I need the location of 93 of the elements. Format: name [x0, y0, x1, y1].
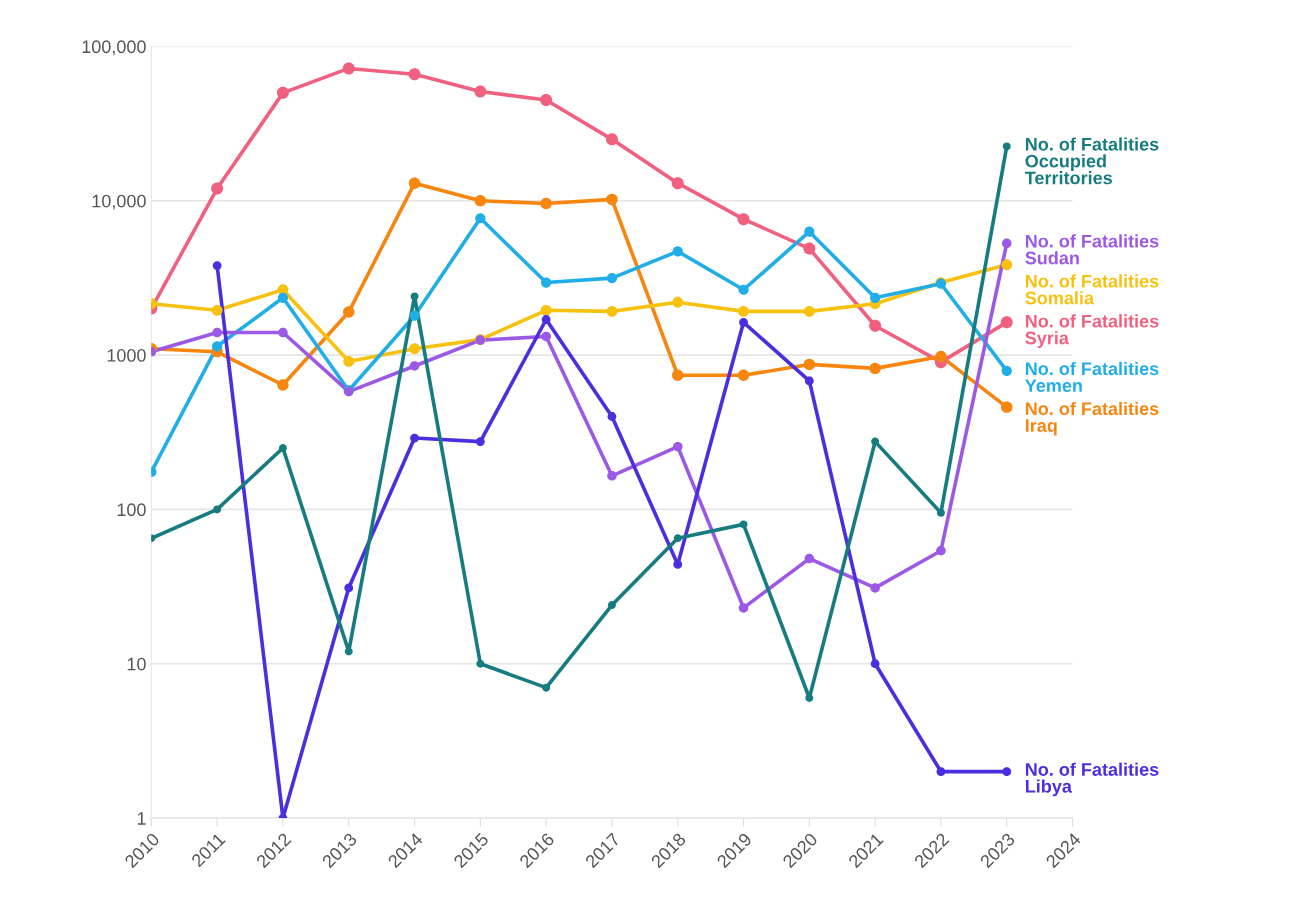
series-label: No. of Fatalities Yemen	[1025, 361, 1159, 392]
point	[803, 358, 816, 371]
point	[342, 62, 355, 75]
point	[540, 304, 552, 316]
point	[211, 182, 224, 195]
point	[606, 305, 618, 317]
point	[1001, 238, 1012, 249]
point	[672, 246, 683, 257]
point	[408, 177, 421, 189]
point	[410, 433, 419, 443]
point	[607, 601, 616, 610]
point	[1000, 316, 1013, 329]
point	[1001, 365, 1012, 376]
point	[605, 133, 618, 146]
point	[606, 193, 618, 206]
series-label: No. of Fatalities Syria	[1025, 314, 1159, 348]
y-tick-label: 10	[127, 657, 146, 671]
y-tick-label: 1	[137, 812, 146, 825]
point	[1002, 767, 1012, 777]
point	[212, 341, 223, 352]
point	[408, 68, 421, 81]
point	[409, 343, 420, 355]
point	[409, 361, 420, 371]
point	[737, 369, 750, 381]
point	[870, 659, 880, 669]
point	[211, 304, 223, 316]
point	[343, 355, 355, 367]
point	[541, 277, 552, 288]
point	[870, 583, 880, 593]
point	[738, 603, 749, 613]
point	[410, 292, 419, 301]
point	[607, 471, 617, 481]
point	[474, 85, 487, 98]
point	[869, 362, 881, 375]
point	[474, 195, 487, 207]
point	[212, 327, 222, 338]
point	[1002, 142, 1011, 151]
point	[804, 553, 815, 564]
point	[213, 505, 222, 514]
point	[343, 306, 355, 318]
series-label: No. of Fatalities Occupied Territories	[1024, 137, 1159, 185]
point	[277, 292, 289, 303]
point	[935, 350, 947, 363]
point	[540, 197, 552, 210]
point	[739, 317, 748, 327]
point	[541, 331, 551, 342]
point	[672, 296, 684, 308]
point	[277, 379, 289, 391]
point	[869, 319, 882, 332]
point	[278, 327, 288, 338]
series-label: No. of Fatalities Sudan	[1025, 234, 1159, 265]
point	[475, 437, 485, 446]
y-tick-label: 1000	[107, 349, 146, 362]
point	[672, 369, 684, 381]
point	[344, 583, 354, 593]
series-label: No. of Fatalities Somalia	[1025, 274, 1159, 305]
point	[870, 292, 881, 303]
point	[673, 534, 682, 543]
point	[212, 261, 222, 270]
point	[1001, 259, 1013, 271]
point	[673, 560, 683, 569]
point	[936, 545, 946, 556]
point	[805, 694, 814, 702]
point	[475, 213, 486, 224]
point	[737, 213, 750, 226]
point	[672, 441, 683, 452]
point	[804, 376, 814, 386]
y-tick-label: 10,000	[92, 194, 146, 210]
point	[804, 226, 815, 237]
point	[871, 437, 880, 446]
point	[1001, 401, 1013, 413]
point	[936, 767, 946, 777]
point	[541, 315, 551, 324]
point	[476, 659, 485, 668]
point	[278, 444, 287, 452]
point	[936, 508, 945, 517]
point	[542, 683, 551, 692]
point	[739, 520, 748, 529]
point	[671, 177, 684, 190]
series-label: No. of Fatalities Iraq	[1025, 401, 1159, 436]
point	[607, 412, 617, 421]
point	[803, 242, 816, 255]
point	[409, 310, 420, 321]
series-label: No. of Fatalities Libya	[1025, 762, 1159, 797]
point	[738, 284, 749, 295]
point	[738, 305, 749, 317]
y-tick-label: 100	[117, 503, 146, 517]
point	[606, 273, 618, 284]
point	[540, 93, 553, 106]
point	[276, 86, 289, 99]
y-tick-label: 100,000	[82, 40, 146, 56]
point	[344, 647, 353, 656]
point	[803, 305, 815, 317]
